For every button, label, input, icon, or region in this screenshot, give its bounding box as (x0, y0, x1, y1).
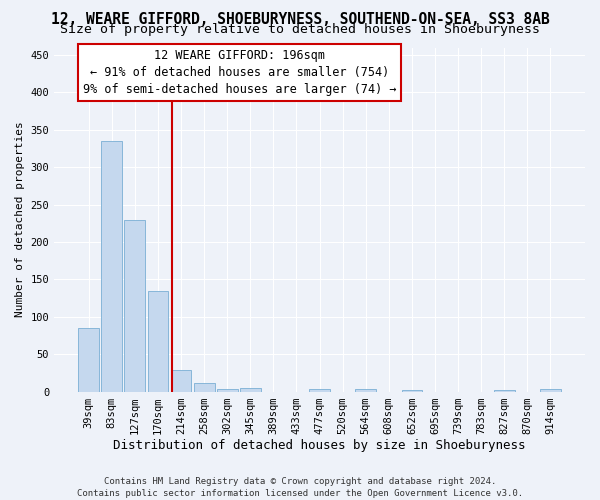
Bar (101, 141, 122, 392)
Bar (540, 388, 561, 392)
Bar (494, 390, 515, 392)
Text: 12 WEARE GIFFORD: 196sqm
← 91% of detached houses are smaller (754)
9% of semi-d: 12 WEARE GIFFORD: 196sqm ← 91% of detach… (83, 49, 397, 96)
Bar (78, 328, 99, 392)
Bar (124, 220, 145, 392)
Text: 12, WEARE GIFFORD, SHOEBURYNESS, SOUTHEND-ON-SEA, SS3 8AB: 12, WEARE GIFFORD, SHOEBURYNESS, SOUTHEN… (50, 12, 550, 28)
Bar (309, 390, 330, 392)
Bar (355, 388, 376, 392)
Bar (194, 384, 215, 392)
X-axis label: Distribution of detached houses by size in Shoeburyness: Distribution of detached houses by size … (113, 440, 526, 452)
Text: Size of property relative to detached houses in Shoeburyness: Size of property relative to detached ho… (60, 22, 540, 36)
Bar (401, 390, 422, 392)
Bar (240, 388, 261, 392)
Text: Contains HM Land Registry data © Crown copyright and database right 2024.
Contai: Contains HM Land Registry data © Crown c… (77, 476, 523, 498)
Bar (148, 290, 169, 392)
Y-axis label: Number of detached properties: Number of detached properties (15, 122, 25, 318)
Bar (170, 370, 191, 392)
Bar (217, 390, 238, 392)
